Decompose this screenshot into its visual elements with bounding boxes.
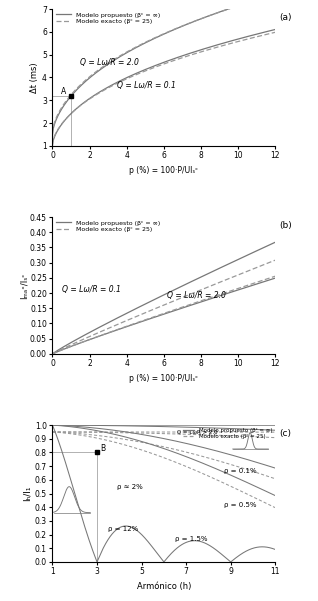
- Text: ρ = 0.1%: ρ = 0.1%: [224, 468, 257, 474]
- Y-axis label: Iₕ/I₁: Iₕ/I₁: [23, 486, 32, 501]
- Y-axis label: Δt (ms): Δt (ms): [30, 62, 39, 93]
- Text: Q = Lω/R = 0.1: Q = Lω/R = 0.1: [117, 81, 176, 90]
- Legend: Modelo propuesto (βᶜ = ∞), Modelo exacto (βᶜ = 25): Modelo propuesto (βᶜ = ∞), Modelo exacto…: [56, 220, 161, 232]
- X-axis label: p (%) = 100·P/UIₛᶜ: p (%) = 100·P/UIₛᶜ: [129, 166, 198, 175]
- Text: B: B: [100, 444, 106, 453]
- X-axis label: p (%) = 100·P/UIₛᶜ: p (%) = 100·P/UIₛᶜ: [129, 374, 198, 383]
- X-axis label: Armónico (h): Armónico (h): [137, 582, 191, 591]
- Text: ρ = 0.5%: ρ = 0.5%: [224, 502, 256, 508]
- Legend: Modelo propuesto (βᶜ = ∞), Modelo exacto (βᶜ = 25): Modelo propuesto (βᶜ = ∞), Modelo exacto…: [183, 428, 272, 439]
- Text: Q = Lω/R = 2.0: Q = Lω/R = 2.0: [168, 291, 226, 300]
- Text: (b): (b): [280, 221, 292, 230]
- Text: Q = LωR > 2.0: Q = LωR > 2.0: [177, 430, 218, 435]
- Text: (a): (a): [280, 13, 292, 22]
- Text: ρ = 1.5%: ρ = 1.5%: [175, 535, 207, 542]
- Text: (c): (c): [280, 429, 292, 438]
- Text: Q = Lω/R = 0.1: Q = Lω/R = 0.1: [62, 284, 121, 293]
- Legend: Modelo propuesto (βᶜ = ∞), Modelo exacto (βᶜ = 25): Modelo propuesto (βᶜ = ∞), Modelo exacto…: [56, 12, 161, 24]
- Text: ρ ≈ 2%: ρ ≈ 2%: [117, 484, 143, 490]
- Text: ρ = 12%: ρ = 12%: [108, 526, 138, 532]
- Text: Q = Lω/R = 2.0: Q = Lω/R = 2.0: [80, 58, 139, 67]
- Text: A: A: [61, 87, 66, 96]
- Y-axis label: Iₘₐˣ/Iₛᶜ: Iₘₐˣ/Iₛᶜ: [19, 272, 29, 299]
